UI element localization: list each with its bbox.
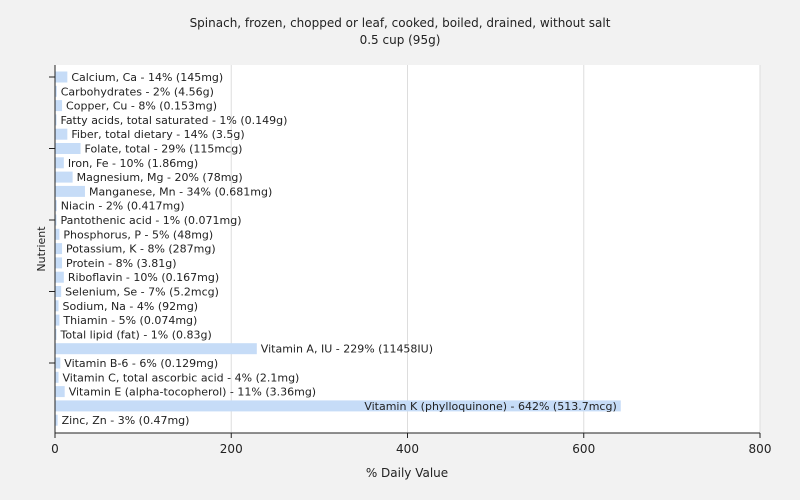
bar-label: Iron, Fe - 10% (1.86mg)	[68, 157, 198, 170]
bar	[55, 328, 57, 340]
bar	[55, 185, 85, 197]
bar-label: Calcium, Ca - 14% (145mg)	[71, 71, 223, 84]
bar-label: Folate, total - 29% (115mcg)	[85, 143, 243, 156]
x-ticks: 0 200 400 600 800	[51, 433, 771, 456]
bar	[55, 157, 64, 169]
bar-label: Zinc, Zn - 3% (0.47mg)	[62, 414, 190, 427]
bar-label: Manganese, Mn - 34% (0.681mg)	[89, 185, 272, 198]
y-axis-label: Nutrient	[35, 226, 48, 272]
bar-label: Fatty acids, total saturated - 1% (0.149…	[61, 114, 288, 127]
bar	[55, 300, 59, 312]
x-tick-label: 600	[572, 442, 595, 456]
bar	[55, 286, 62, 297]
bar-label: Vitamin K (phylloquinone) - 642% (513.7m…	[364, 400, 616, 413]
chart-subtitle: 0.5 cup (95g)	[360, 33, 441, 47]
bar-label: Vitamin B-6 - 6% (0.129mg)	[64, 357, 218, 370]
bar	[55, 314, 60, 326]
bar-label: Niacin - 2% (0.417mg)	[61, 200, 185, 213]
bar	[55, 128, 68, 140]
bar-label: Selenium, Se - 7% (5.2mcg)	[65, 286, 219, 299]
bar	[55, 114, 57, 126]
bar-label: Magnesium, Mg - 20% (78mg)	[77, 171, 243, 184]
bar	[55, 100, 63, 112]
chart-title: Spinach, frozen, chopped or leaf, cooked…	[190, 16, 611, 30]
x-tick-label: 0	[51, 442, 59, 456]
bar	[55, 400, 621, 412]
x-tick-label: 400	[396, 442, 419, 456]
x-axis-label: % Daily Value	[366, 466, 448, 480]
bar-label: Phosphorus, P - 5% (48mg)	[63, 228, 213, 241]
bar	[55, 228, 60, 240]
bar-label: Vitamin C, total ascorbic acid - 4% (2.1…	[63, 371, 300, 384]
bar	[55, 85, 57, 97]
gridlines	[230, 65, 761, 433]
bar-label: Fiber, total dietary - 14% (3.5g)	[71, 128, 244, 141]
x-tick-label: 800	[749, 442, 772, 456]
bar	[55, 371, 59, 383]
bar	[55, 200, 57, 212]
bars	[55, 71, 621, 426]
bar-label: Copper, Cu - 8% (0.153mg)	[66, 100, 217, 113]
x-tick-label: 200	[220, 442, 243, 456]
bar-label: Sodium, Na - 4% (92mg)	[63, 300, 199, 313]
bar	[55, 343, 257, 355]
bar-labels: Calcium, Ca - 14% (145mg)Carbohydrates -…	[60, 71, 617, 427]
bar	[55, 214, 57, 226]
bar	[55, 71, 68, 83]
bar-label: Potassium, K - 8% (287mg)	[66, 243, 216, 256]
bar-label: Protein - 8% (3.81g)	[66, 257, 177, 270]
bar	[55, 357, 61, 369]
bar	[55, 257, 63, 269]
bar	[55, 271, 64, 283]
bar-label: Thiamin - 5% (0.074mg)	[62, 314, 197, 327]
bar	[55, 171, 73, 183]
bar	[55, 243, 63, 255]
y-ticks	[49, 76, 55, 364]
bar-label: Carbohydrates - 2% (4.56g)	[61, 85, 214, 98]
bar-label: Total lipid (fat) - 1% (0.83g)	[60, 328, 212, 341]
bar	[55, 143, 81, 154]
bar	[55, 414, 58, 426]
bar-label: Riboflavin - 10% (0.167mg)	[68, 271, 219, 284]
bar	[55, 386, 65, 398]
bar-label: Pantothenic acid - 1% (0.071mg)	[61, 214, 242, 227]
bar-label: Vitamin E (alpha-tocopherol) - 11% (3.36…	[69, 386, 316, 399]
bar-label: Vitamin A, IU - 229% (11458IU)	[261, 343, 433, 356]
